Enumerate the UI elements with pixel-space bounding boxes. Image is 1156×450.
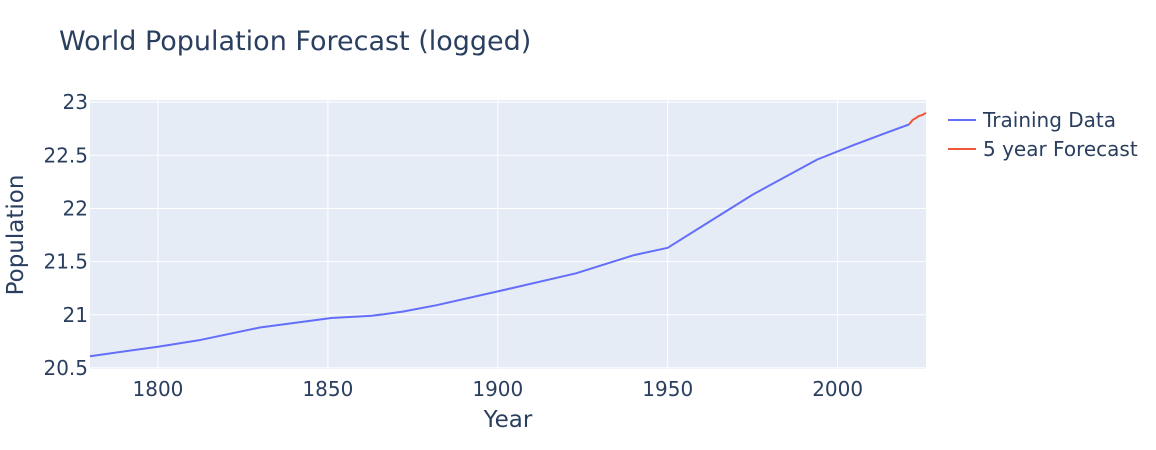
y-tick-label: 20.5 [43, 356, 88, 380]
series-line-1 [908, 111, 927, 126]
y-tick-label: 22.5 [43, 143, 88, 167]
x-axis-title: Year [483, 407, 533, 433]
y-axis-title: Population [3, 175, 29, 296]
legend-label: Training Data [982, 108, 1116, 132]
x-tick-label: 1850 [302, 377, 353, 401]
y-tick-label: 23 [63, 90, 88, 114]
x-tick-label: 1800 [133, 377, 184, 401]
legend-label: 5 year Forecast [983, 137, 1138, 161]
y-tick-labels: 20.5 21 21.5 22 22.5 23 [43, 90, 88, 380]
chart-title: World Population Forecast (logged) [59, 26, 531, 57]
x-tick-label: 2000 [812, 377, 863, 401]
series-line-0 [89, 123, 910, 358]
legend-item-1[interactable]: 5 year Forecast [948, 137, 1138, 161]
x-tick-label: 1950 [642, 377, 693, 401]
x-tick-labels: 1800 1850 1900 1950 2000 [133, 377, 864, 401]
series-layer [89, 111, 927, 358]
plot-area [90, 100, 926, 369]
y-tick-label: 21 [63, 303, 88, 327]
y-tick-label: 22 [63, 196, 88, 220]
legend-item-0[interactable]: Training Data [948, 108, 1116, 132]
legend[interactable]: Training Data 5 year Forecast [948, 108, 1138, 161]
x-tick-label: 1900 [472, 377, 523, 401]
y-gridlines [90, 101, 926, 369]
y-tick-label: 21.5 [43, 250, 88, 274]
x-gridlines [157, 100, 839, 369]
